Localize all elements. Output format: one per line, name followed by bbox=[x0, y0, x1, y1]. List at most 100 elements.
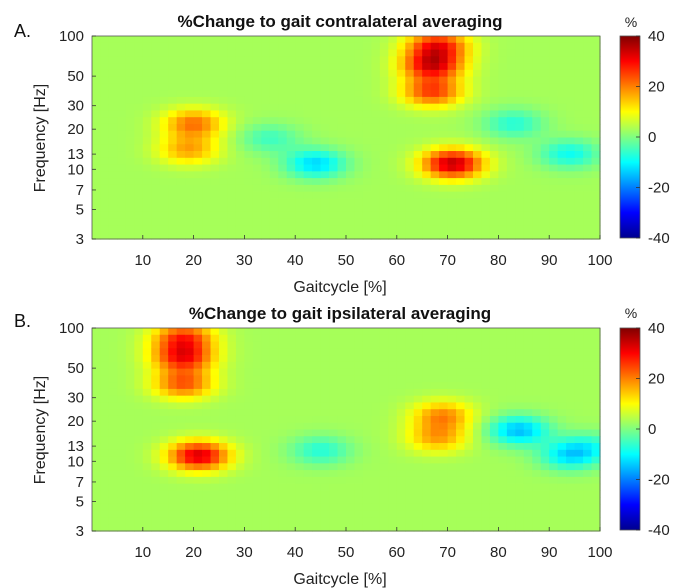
heatmap-cell bbox=[481, 232, 491, 240]
heatmap-cell bbox=[362, 36, 372, 44]
heatmap-cell bbox=[312, 409, 322, 417]
heatmap-cell bbox=[489, 436, 499, 444]
heatmap-cell bbox=[219, 476, 229, 485]
heatmap-cell bbox=[142, 171, 152, 179]
heatmap-cell bbox=[362, 503, 372, 512]
heatmap-cell bbox=[193, 151, 203, 159]
heatmap-cell bbox=[286, 449, 296, 458]
heatmap-cell bbox=[278, 422, 288, 431]
heatmap-cell bbox=[100, 443, 110, 451]
heatmap-cell bbox=[278, 69, 288, 78]
heatmap-cell bbox=[193, 510, 203, 519]
heatmap-cell bbox=[439, 83, 449, 91]
heatmap-cell bbox=[371, 476, 381, 485]
heatmap-cell bbox=[168, 422, 178, 431]
heatmap-cell bbox=[261, 63, 271, 71]
heatmap-cell bbox=[235, 42, 245, 51]
heatmap-cell bbox=[227, 463, 237, 471]
heatmap-cell bbox=[346, 422, 356, 431]
heatmap-cell bbox=[464, 328, 474, 336]
heatmap-cell bbox=[92, 137, 102, 145]
heatmap-cell bbox=[532, 211, 542, 220]
heatmap-cell bbox=[117, 422, 127, 431]
heatmap-cell bbox=[320, 157, 330, 166]
heatmap-cell bbox=[481, 36, 491, 44]
heatmap-cell bbox=[574, 218, 584, 227]
heatmap-cell bbox=[422, 123, 432, 132]
heatmap-cell bbox=[269, 429, 279, 437]
heatmap-cell bbox=[219, 76, 229, 84]
heatmap-cell bbox=[396, 157, 406, 166]
heatmap-cell bbox=[498, 476, 508, 485]
heatmap-cell bbox=[269, 382, 279, 390]
heatmap-cell bbox=[134, 361, 144, 370]
heatmap-cell bbox=[278, 449, 288, 458]
heatmap-cell bbox=[142, 191, 152, 199]
heatmap-cell bbox=[439, 218, 449, 227]
heatmap-cell bbox=[447, 368, 457, 376]
heatmap-cell bbox=[235, 232, 245, 240]
heatmap-cell bbox=[185, 476, 195, 485]
heatmap-cell bbox=[405, 151, 415, 159]
heatmap-cell bbox=[151, 382, 161, 390]
heatmap-cell bbox=[312, 83, 322, 91]
heatmap-cell bbox=[312, 422, 322, 431]
heatmap-cell bbox=[142, 388, 152, 397]
heatmap-cell bbox=[142, 117, 152, 125]
heatmap-cell bbox=[269, 503, 279, 512]
heatmap-cell bbox=[176, 524, 186, 532]
heatmap-cell bbox=[354, 463, 364, 471]
heatmap-cell bbox=[337, 103, 347, 112]
heatmap-cell bbox=[159, 56, 169, 64]
heatmap-cell bbox=[286, 422, 296, 431]
heatmap-cell bbox=[473, 470, 483, 478]
heatmap-cell bbox=[329, 355, 339, 363]
heatmap-cell bbox=[405, 69, 415, 78]
heatmap-cell bbox=[523, 171, 533, 179]
heatmap-cell bbox=[354, 334, 364, 343]
heatmap-cell bbox=[185, 232, 195, 240]
heatmap-cell bbox=[295, 110, 305, 118]
heatmap-cell bbox=[227, 483, 237, 491]
heatmap-cell bbox=[574, 476, 584, 485]
heatmap-cell bbox=[506, 409, 516, 417]
heatmap-cell bbox=[464, 456, 474, 464]
heatmap-cell bbox=[430, 218, 440, 227]
heatmap-cell bbox=[346, 503, 356, 512]
heatmap-cell bbox=[202, 130, 212, 139]
heatmap-cell bbox=[430, 151, 440, 159]
heatmap-cell bbox=[244, 483, 254, 491]
heatmap-cell bbox=[371, 456, 381, 464]
heatmap-cell bbox=[566, 503, 576, 512]
heatmap-cell bbox=[388, 117, 398, 125]
heatmap-cell bbox=[337, 83, 347, 91]
colorbar-tick-label: 20 bbox=[648, 79, 665, 96]
heatmap-cell bbox=[371, 56, 381, 64]
heatmap-cell bbox=[235, 205, 245, 213]
heatmap-cell bbox=[566, 443, 576, 451]
heatmap-cell bbox=[362, 422, 372, 431]
heatmap-cell bbox=[227, 368, 237, 376]
heatmap-cell bbox=[430, 69, 440, 78]
heatmap-cell bbox=[278, 483, 288, 491]
heatmap-cell bbox=[515, 151, 525, 159]
heatmap-cell bbox=[388, 415, 398, 424]
heatmap-cell bbox=[371, 375, 381, 383]
heatmap-cell bbox=[413, 171, 423, 179]
heatmap-cell bbox=[354, 117, 364, 125]
heatmap-cell bbox=[447, 76, 457, 84]
heatmap-cell bbox=[329, 388, 339, 397]
heatmap-cell bbox=[303, 449, 313, 458]
heatmap-cell bbox=[92, 96, 102, 105]
heatmap-cell bbox=[506, 157, 516, 166]
heatmap-cell bbox=[295, 198, 305, 206]
heatmap-cell bbox=[269, 205, 279, 213]
heatmap-cell bbox=[252, 497, 262, 505]
heatmap-cell bbox=[456, 90, 466, 98]
heatmap-cell bbox=[176, 497, 186, 505]
heatmap-cell bbox=[413, 422, 423, 431]
heatmap-cell bbox=[515, 63, 525, 71]
heatmap-cell bbox=[464, 361, 474, 370]
heatmap-cell bbox=[303, 49, 313, 57]
y-tick-label: 3 bbox=[76, 523, 84, 540]
